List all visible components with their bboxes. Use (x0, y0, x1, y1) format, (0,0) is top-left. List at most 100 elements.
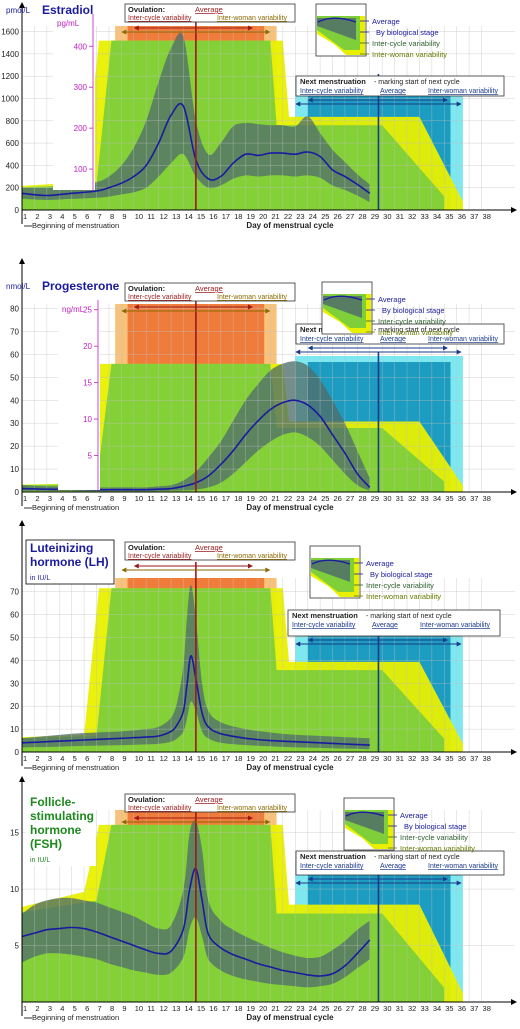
menses-inter-cycle-arrow-head-right (443, 637, 449, 643)
x-tick-label: 9 (122, 212, 126, 221)
x-tick-label: 38 (483, 494, 491, 503)
x-tick-label: 25 (321, 212, 329, 221)
menses-subtitle: - marking start of next cycle (374, 854, 460, 861)
ovulation-inter-cycle-arrow-head-left (133, 25, 139, 31)
x-tick-label: 35 (445, 494, 453, 503)
x-tick-label: 33 (420, 212, 428, 221)
secondary-unit-label: pg/mL (57, 19, 80, 28)
x-tick-label: 24 (309, 212, 317, 221)
legend-average-swatch (345, 811, 385, 817)
chart-title: Progesterone (42, 279, 120, 293)
chart-title: Estradiol (42, 3, 93, 17)
secondary-axis-bg (53, 14, 95, 190)
title-box (26, 794, 96, 866)
menses-inter-woman-arrow-head-left (295, 880, 301, 886)
x-tick-label: 5 (73, 494, 77, 503)
y-tick-label: 70 (10, 328, 19, 337)
legend: Average By biological stage Inter-cycle va… (343, 797, 475, 853)
menses-inter-cycle-arrow-head-left (307, 637, 313, 643)
x-tick-label: 17 (222, 1004, 230, 1013)
menses-title: Next menstruation (300, 852, 366, 861)
x-tick-label: 13 (172, 754, 180, 763)
x-tick-label: 26 (334, 754, 342, 763)
x-tick-label: 1 (23, 212, 27, 221)
x-tick-label: 27 (346, 1004, 354, 1013)
x-tick-label: 9 (122, 1004, 126, 1013)
menses-inter-cycle-arrow-head-left (307, 345, 313, 351)
x-axis-title: Day of menstrual cycle (246, 1013, 334, 1022)
x-tick-label: 11 (147, 494, 155, 503)
x-tick-label: 32 (408, 1004, 416, 1013)
y-tick-label: 5 (15, 942, 20, 951)
menses-inter-woman-arrow-head-left (295, 101, 301, 107)
legend-average-label: Average (378, 295, 406, 304)
x-tick-label: 5 (73, 212, 77, 221)
ovulation-title: Ovulation: (128, 5, 165, 14)
y-tick-label: 200 (6, 184, 20, 193)
y-tick-label: 0 (15, 488, 20, 497)
y-tick-label: 800 (6, 117, 20, 126)
x-tick-label: 21 (271, 754, 279, 763)
menses-inter-cycle-arrow-head-right (443, 97, 449, 103)
legend-cycle-swatch (311, 560, 350, 582)
menses-inter-woman-arrow-head-right (456, 101, 462, 107)
x-tick-label: 2 (35, 212, 39, 221)
x-tick-label: 12 (160, 212, 168, 221)
unit-label: in IU/L (30, 857, 50, 864)
y-tick-label: 10 (10, 725, 19, 734)
menses-inter-woman-label: Inter-woman variability (428, 336, 499, 343)
menses-inter-woman-arrow-head-right (456, 880, 462, 886)
x-tick-label: 1 (23, 494, 27, 503)
ovulation-inter-cycle-label: Inter-cycle variability (128, 553, 192, 560)
legend-average-swatch (311, 559, 351, 565)
chart-panel-2: 1 2 3 4 5 6 7 8 9 10 11 12 13 14 15 16 17 18 19 20 21 22 23 24 2… (6, 258, 517, 512)
ovulation-inter-cycle-arrow-head-right (248, 25, 254, 31)
x-tick-label: 16 (209, 754, 217, 763)
y-tick-label: 0 (15, 748, 20, 757)
secondary-tick-label: 100 (74, 165, 88, 174)
menses-inter-cycle-arrow-head-right (443, 345, 449, 351)
x-tick-label: 3 (48, 1004, 52, 1013)
x-tick-label: 17 (222, 754, 230, 763)
ovulation-inter-woman-arrow-head-left (121, 819, 127, 825)
x-tick-label: 8 (110, 1004, 114, 1013)
y-tick-label: 20 (10, 442, 19, 451)
x-tick-label: 16 (209, 1004, 217, 1013)
menses-inter-cycle-label: Inter-cycle variability (292, 622, 356, 629)
x-tick-label: 31 (396, 754, 404, 763)
x-tick-label: 3 (48, 494, 52, 503)
legend: Average By biological stage Inter-cycle va… (321, 281, 453, 337)
x-tick-label: 32 (408, 754, 416, 763)
ovulation-title: Ovulation: (128, 284, 165, 293)
x-tick-label: 27 (346, 494, 354, 503)
ovulation-inter-cycle-label: Inter-cycle variability (128, 805, 192, 812)
ovulation-inter-woman-label: Inter-woman variability (217, 553, 288, 560)
x-tick-label: 26 (334, 1004, 342, 1013)
y-tick-label: 1200 (1, 72, 19, 81)
x-tick-label: 21 (271, 494, 279, 503)
x-tick-label: 12 (160, 1004, 168, 1013)
legend-average-swatch (317, 17, 357, 23)
ovulation-inter-cycle-arrow-head-right (248, 815, 254, 821)
legend-average-label: Average (400, 811, 428, 820)
x-tick-label: 4 (60, 1004, 64, 1013)
menses-average-label: Average (380, 336, 406, 343)
x-tick-label: 4 (60, 494, 64, 503)
x-tick-label: 32 (408, 212, 416, 221)
x-tick-label: 20 (259, 754, 267, 763)
x-tick-label: 26 (334, 494, 342, 503)
grid (21, 304, 515, 493)
secondary-tick-label: 25 (83, 306, 92, 315)
ovulation-inter-cycle-label: Inter-cycle variability (128, 15, 192, 22)
x-tick-label: 16 (209, 494, 217, 503)
y-axis-arrow (19, 2, 25, 8)
beginning-of-menstruation-label: Beginning of menstruation (32, 1013, 119, 1022)
ovulation-inter-woman-arrow-head-right (265, 308, 271, 314)
legend-inter-cycle-label: Inter-cycle variability (400, 833, 468, 842)
x-tick-label: 12 (160, 494, 168, 503)
x-tick-label: 10 (135, 212, 143, 221)
legend-stage-label: By biological stage (382, 306, 445, 315)
y-tick-label: 15 (10, 829, 19, 838)
chart-title-line: stimulating (30, 809, 94, 823)
x-tick-label: 34 (433, 212, 441, 221)
